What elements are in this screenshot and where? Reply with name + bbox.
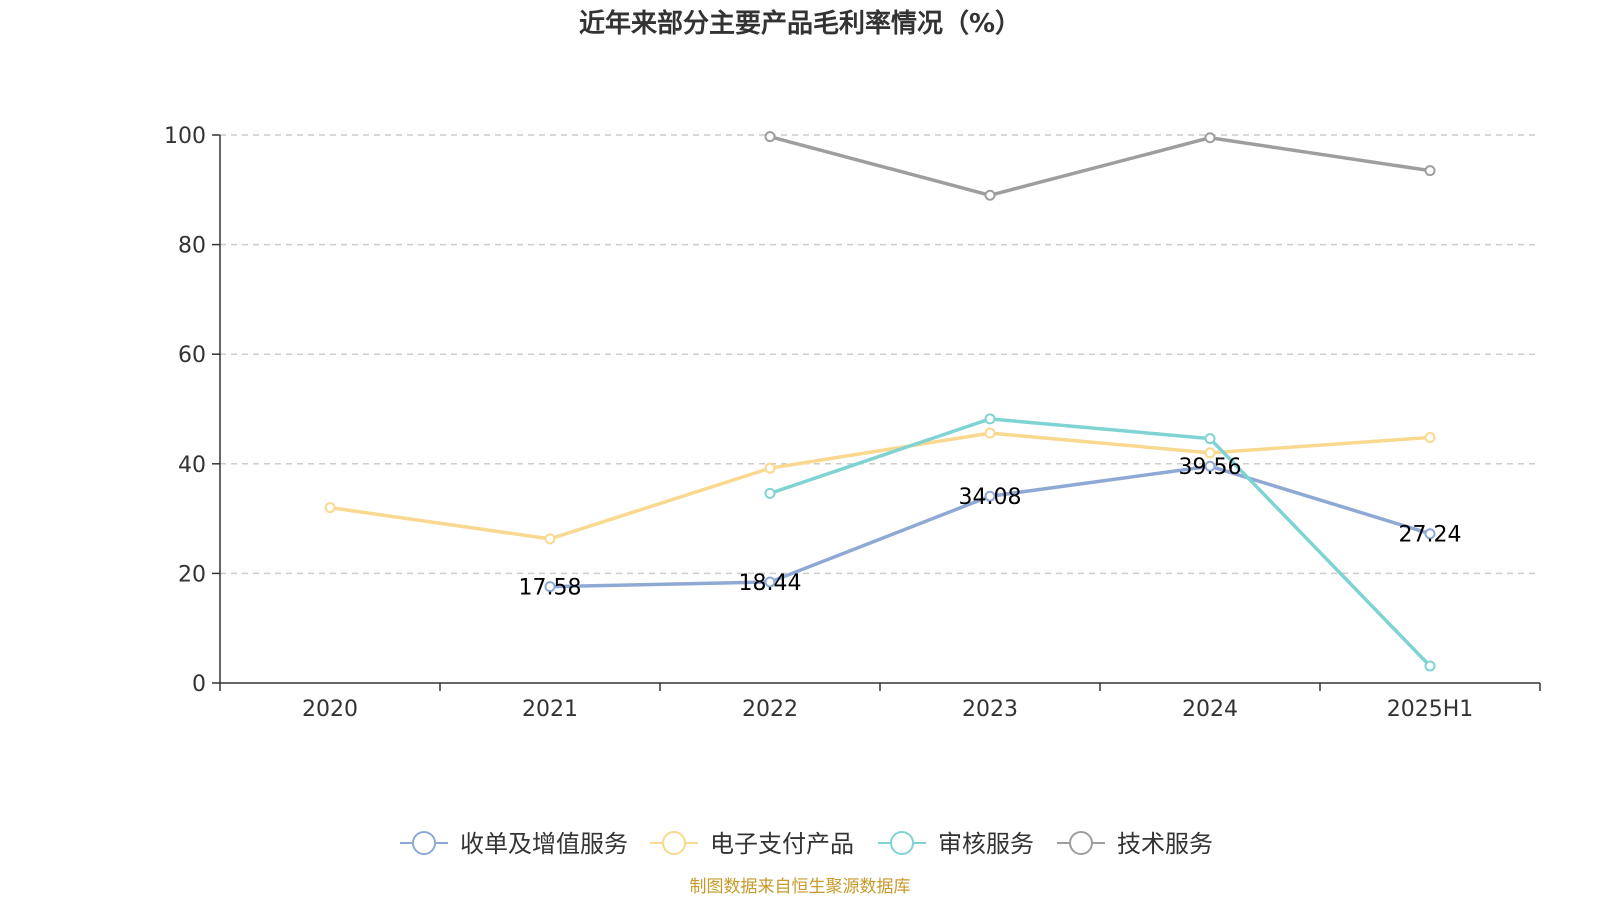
series-layer xyxy=(324,131,1436,672)
legend-marker-icon xyxy=(1069,831,1093,855)
legend-item[interactable]: 收单及增值服务 xyxy=(400,830,628,858)
legend-marker-icon xyxy=(890,831,914,855)
data-point[interactable] xyxy=(324,502,336,514)
data-point[interactable] xyxy=(1424,660,1436,672)
series-line xyxy=(328,431,1432,541)
y-tick-label: 40 xyxy=(178,453,206,478)
series-line xyxy=(768,417,1432,668)
data-label: 18.44 xyxy=(739,571,802,596)
y-tick-label: 0 xyxy=(192,672,206,697)
data-point[interactable] xyxy=(764,576,776,588)
x-tick-label: 2025H1 xyxy=(1387,697,1474,722)
data-label: 27.24 xyxy=(1399,523,1462,548)
x-tick-label: 2023 xyxy=(962,697,1018,722)
y-tick-label: 60 xyxy=(178,343,206,368)
x-tick-label: 2024 xyxy=(1182,697,1238,722)
legend[interactable]: 收单及增值服务 电子支付产品 审核服务 技术服务 xyxy=(400,830,1213,858)
legend-label: 技术服务 xyxy=(1117,830,1213,858)
gridlines xyxy=(220,134,1540,575)
data-point[interactable] xyxy=(1204,433,1216,445)
data-point[interactable] xyxy=(984,490,996,502)
data-point[interactable] xyxy=(544,533,556,545)
legend-item[interactable]: 审核服务 xyxy=(878,830,1034,858)
data-point[interactable] xyxy=(544,581,556,593)
data-point[interactable] xyxy=(1204,132,1216,144)
legend-label: 审核服务 xyxy=(938,830,1034,858)
y-tick-label: 100 xyxy=(164,124,206,149)
legend-marker-icon xyxy=(412,831,436,855)
legend-item[interactable]: 技术服务 xyxy=(1057,830,1213,858)
series-line xyxy=(768,134,1432,198)
data-point[interactable] xyxy=(764,131,776,143)
data-point[interactable] xyxy=(984,189,996,201)
axes: 0 20 40 60 80 100 2020 2021 2022 2023 2024 2025H1 xyxy=(164,124,1541,722)
y-tick-label: 20 xyxy=(178,562,206,587)
data-label: 39.56 xyxy=(1179,455,1242,480)
data-point[interactable] xyxy=(984,427,996,439)
data-point[interactable] xyxy=(1424,528,1436,540)
y-tick-label: 80 xyxy=(178,234,206,259)
legend-marker-icon xyxy=(662,831,686,855)
data-point[interactable] xyxy=(1424,431,1436,443)
legend-label: 收单及增值服务 xyxy=(460,830,628,858)
legend-item[interactable]: 电子支付产品 xyxy=(650,830,854,858)
data-labels: 17.58 18.44 34.08 39.56 27.24 xyxy=(519,455,1462,600)
data-label: 17.58 xyxy=(519,576,582,601)
data-point[interactable] xyxy=(764,487,776,499)
x-tick-label: 2021 xyxy=(522,697,578,722)
data-point[interactable] xyxy=(764,462,776,474)
x-tick-label: 2020 xyxy=(302,697,358,722)
x-tick-label: 2022 xyxy=(742,697,798,722)
legend-label: 电子支付产品 xyxy=(710,830,854,858)
data-label: 34.08 xyxy=(959,485,1022,510)
source-note: 制图数据来自恒生聚源数据库 xyxy=(690,877,911,897)
data-point[interactable] xyxy=(1204,460,1216,472)
data-point[interactable] xyxy=(984,413,996,425)
chart-title: 近年来部分主要产品毛利率情况（%） xyxy=(579,8,1021,39)
data-point[interactable] xyxy=(1204,447,1216,459)
data-point[interactable] xyxy=(1424,165,1436,177)
